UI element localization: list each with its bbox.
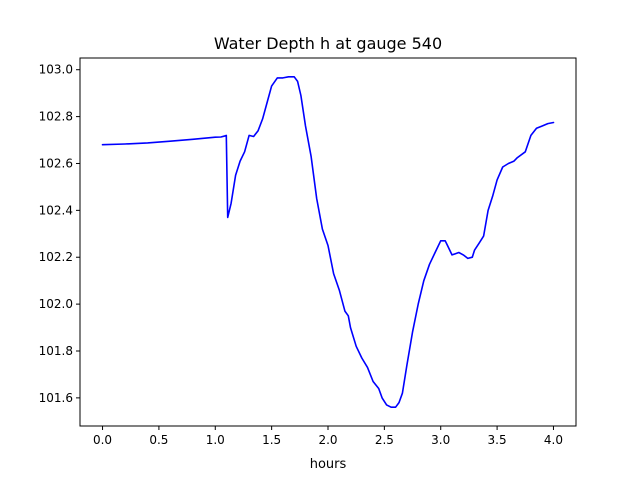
- x-tick-label: 3.5: [488, 433, 507, 447]
- x-tick-label: 0.0: [93, 433, 112, 447]
- x-axis-label: hours: [310, 457, 347, 472]
- y-tick-label: 102.4: [39, 203, 73, 217]
- y-tick-label: 102.6: [39, 156, 73, 170]
- y-tick-label: 102.8: [39, 110, 73, 124]
- x-tick-label: 0.5: [149, 433, 168, 447]
- x-tick-label: 1.0: [206, 433, 225, 447]
- x-tick-label: 3.0: [431, 433, 450, 447]
- x-tick-label: 1.5: [262, 433, 281, 447]
- y-tick-label: 102.0: [39, 297, 73, 311]
- chart-title: Water Depth h at gauge 540: [214, 34, 442, 53]
- y-tick-label: 101.8: [39, 344, 73, 358]
- x-tick-label: 2.0: [318, 433, 337, 447]
- series-line: [101, 76, 555, 409]
- x-tick-label: 4.0: [544, 433, 563, 447]
- y-tick-label: 103.0: [39, 63, 73, 77]
- y-axis-ticks: 101.6 101.8 102.0 102.2 102.4 102.6 102.8 103.0: [39, 63, 80, 405]
- series-layer: [101, 76, 555, 409]
- x-axis-ticks: 0.0 0.5 1.0 1.5 2.0 2.5 3.0 3.5 4.0: [93, 426, 563, 447]
- x-tick-label: 2.5: [375, 433, 394, 447]
- y-tick-label: 102.2: [39, 250, 73, 264]
- y-tick-label: 101.6: [39, 391, 73, 405]
